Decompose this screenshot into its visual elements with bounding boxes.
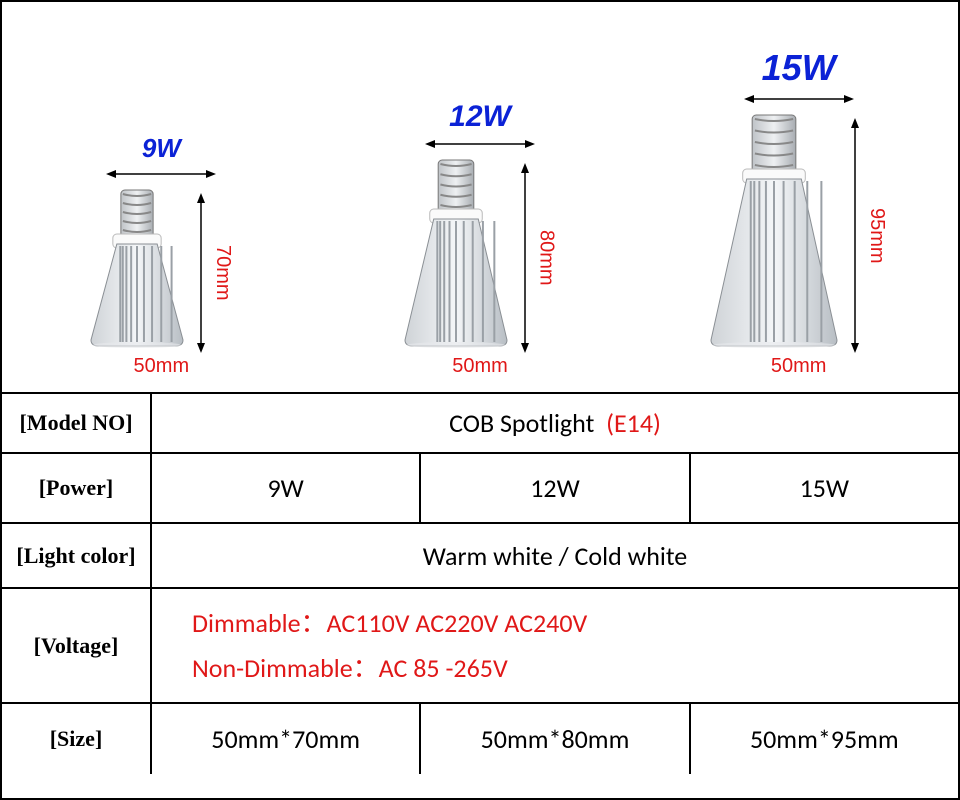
label-size: [Size]	[2, 704, 152, 774]
value-model: COB Spotlight (E14)	[152, 394, 958, 452]
bulb-cell: 9W 70mm 50mm	[2, 2, 321, 392]
width-dimension	[744, 91, 854, 107]
width-label: 50mm	[771, 355, 827, 378]
watt-label: 9W	[142, 133, 181, 164]
model-accent: (E14)	[606, 407, 661, 439]
diagram-row: 9W 70mm 50mm	[2, 2, 958, 392]
label-light: [Light color]	[2, 524, 152, 587]
bulb-icon	[709, 113, 839, 353]
voltage-dimmable: Dimmable：AC110V AC220V AC240V	[192, 601, 587, 645]
watt-label: 12W	[449, 100, 511, 134]
width-dimension	[425, 136, 535, 152]
row-power: [Power] 9W12W15W	[2, 452, 958, 522]
row-model: [Model NO] COB Spotlight (E14)	[2, 392, 958, 452]
value-size: 50mm*95mm	[689, 704, 958, 774]
height-dimension: 80mm	[517, 163, 558, 353]
value-size: 50mm*70mm	[152, 704, 419, 774]
height-label: 80mm	[535, 230, 558, 286]
height-label: 95mm	[865, 208, 888, 264]
label-voltage: [Voltage]	[2, 589, 152, 702]
watt-label: 15W	[762, 47, 836, 89]
voltage-nondimmable: Non-Dimmable：AC 85 -265V	[192, 646, 508, 690]
width-label: 50mm	[134, 355, 190, 378]
height-dimension: 95mm	[847, 118, 888, 353]
row-light: [Light color] Warm white / Cold white	[2, 522, 958, 587]
label-model: [Model NO]	[2, 394, 152, 452]
height-dimension: 70mm	[193, 193, 234, 353]
model-main: COB Spotlight	[449, 407, 594, 439]
bulb-icon	[403, 158, 509, 353]
width-label: 50mm	[452, 355, 508, 378]
value-power: 9W	[152, 454, 419, 522]
bulb-cell: 15W 95mm 50mm	[639, 2, 958, 392]
spec-table: 9W 70mm 50mm	[0, 0, 960, 800]
bulbs-host: 9W 70mm 50mm	[2, 2, 958, 392]
width-dimension	[106, 166, 216, 182]
value-power: 12W	[419, 454, 688, 522]
bulb-icon	[89, 188, 185, 353]
value-power: 15W	[689, 454, 958, 522]
height-label: 70mm	[211, 245, 234, 301]
label-power: [Power]	[2, 454, 152, 522]
value-light: Warm white / Cold white	[152, 524, 958, 587]
row-size: [Size] 50mm*70mm50mm*80mm50mm*95mm	[2, 702, 958, 774]
value-voltage: Dimmable：AC110V AC220V AC240V Non-Dimmab…	[152, 589, 958, 702]
row-voltage: [Voltage] Dimmable：AC110V AC220V AC240V …	[2, 587, 958, 702]
bulb-cell: 12W 80mm 50mm	[321, 2, 640, 392]
value-size: 50mm*80mm	[419, 704, 688, 774]
